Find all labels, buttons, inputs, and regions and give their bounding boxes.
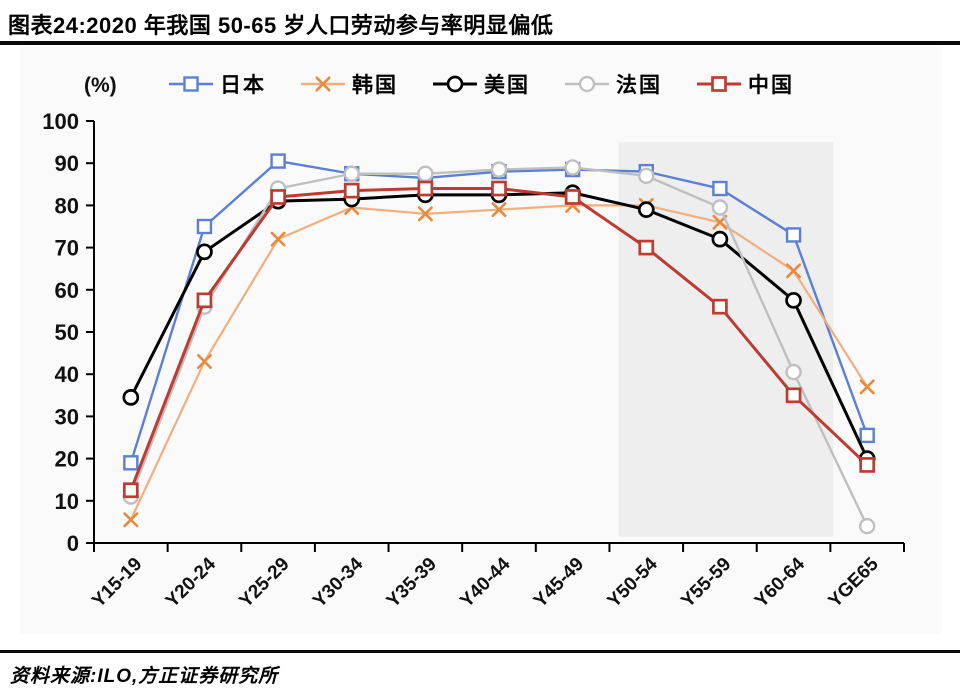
korea-legend-marker-icon (301, 76, 345, 92)
japan-marker-Y25-29 (270, 153, 286, 169)
y-tick-label: 100 (42, 109, 79, 134)
china-marker-Y35-39 (417, 180, 434, 197)
france-marker-Y55-59 (711, 199, 729, 216)
japan-marker-YGE65 (859, 427, 875, 444)
legend-label: 法国 (616, 74, 662, 97)
usa-marker-Y20-24 (196, 243, 213, 261)
x-tick-label: YGE65 (825, 553, 883, 611)
legend-item-china: 中国 (696, 69, 794, 99)
france-marker-Y45-49 (564, 159, 581, 176)
y-tick-label: 50 (55, 320, 79, 345)
x-tick-label: Y40-44 (456, 553, 514, 611)
x-tick-label: Y35-39 (383, 554, 441, 612)
china-marker-Y40-44 (491, 180, 507, 197)
japan-marker-Y15-19 (123, 455, 139, 471)
china-marker-Y30-34 (343, 182, 360, 199)
usa-legend-marker-icon (433, 75, 477, 93)
x-axis-ticks: Y15-19 Y20-24 Y25-29 Y30-34 Y35-39 Y40-44 Y45-… (88, 543, 905, 612)
japan-marker-Y60-64 (785, 227, 802, 243)
france-marker-Y50-54 (638, 167, 655, 185)
footer-divider (0, 650, 960, 653)
usa-marker-Y60-64 (785, 292, 802, 309)
x-tick-label: Y15-19 (88, 554, 146, 612)
korea-marker-Y20-24 (196, 354, 212, 370)
france-marker-YGE65 (858, 517, 876, 535)
china-marker-Y20-24 (196, 292, 213, 309)
korea-marker-Y35-39 (417, 206, 433, 222)
y-tick-label: 80 (55, 193, 79, 218)
legend-label: 美国 (484, 74, 530, 97)
y-tick-label: 20 (55, 447, 79, 472)
legend-label: 韩国 (352, 74, 398, 97)
japan-marker-Y20-24 (196, 218, 213, 235)
y-tick-label: 70 (55, 236, 79, 261)
korea-marker-Y40-44 (491, 202, 507, 218)
japan-marker-Y55-59 (712, 180, 728, 197)
china-marker-YGE65 (859, 457, 876, 473)
usa-marker-Y55-59 (711, 230, 729, 248)
line-chart: 0 10 20 30 40 50 60 70 80 90 100 Y15-19 Y20-24 Y25-29… (42, 109, 905, 612)
usa-marker-Y50-54 (637, 201, 655, 218)
x-tick-label: Y20-24 (162, 553, 220, 611)
series-france (122, 159, 876, 535)
y-tick-label: 10 (55, 489, 79, 514)
figure-title: 图表24:2020 年我国 50-65 岁人口劳动参与率明显偏低 (8, 13, 554, 38)
source-note: 资料来源:ILO,方正证券研究所 (10, 666, 279, 687)
china-marker-Y60-64 (785, 387, 802, 404)
y-axis-unit-label: (%) (84, 74, 117, 97)
x-tick-label: Y60-64 (751, 553, 809, 611)
korea-marker-YGE65 (859, 379, 875, 395)
x-tick-label: Y45-49 (530, 554, 588, 612)
france-marker-Y35-39 (417, 165, 434, 182)
x-tick-label: Y30-34 (309, 553, 367, 611)
china-marker-Y55-59 (712, 298, 728, 315)
china-marker-Y15-19 (122, 482, 139, 499)
korea-marker-Y15-19 (123, 512, 139, 528)
france-marker-Y60-64 (785, 363, 802, 381)
series-china (122, 180, 876, 499)
legend-label: 中国 (748, 74, 794, 97)
france-legend-marker-icon (565, 75, 609, 93)
china-marker-Y50-54 (638, 239, 655, 256)
korea-marker-Y25-29 (270, 231, 286, 247)
china-marker-Y45-49 (564, 189, 581, 205)
chart-legend: 日本 韩国 美国 法国 中国 (168, 69, 794, 99)
title-divider (0, 41, 960, 45)
legend-label: 日本 (220, 74, 266, 97)
y-tick-label: 30 (55, 404, 79, 429)
y-tick-label: 40 (55, 362, 79, 387)
y-axis-ticks: 0 10 20 30 40 50 60 70 80 90 100 (42, 109, 94, 556)
china-legend-marker-icon (697, 76, 741, 92)
legend-item-korea: 韩国 (300, 69, 398, 99)
japan-legend-marker-icon (169, 76, 213, 92)
china-marker-Y25-29 (270, 189, 286, 205)
legend-item-usa: 美国 (432, 69, 530, 99)
france-marker-Y40-44 (490, 161, 508, 178)
y-tick-label: 90 (55, 151, 79, 176)
y-tick-label: 60 (55, 278, 79, 303)
x-tick-label: Y25-29 (235, 554, 293, 612)
x-tick-label: Y55-59 (677, 554, 735, 612)
y-tick-label: 0 (67, 531, 79, 556)
x-tick-label: Y50-54 (604, 553, 662, 611)
legend-item-japan: 日本 (168, 69, 266, 99)
legend-item-france: 法国 (564, 69, 662, 99)
korea-marker-Y60-64 (786, 263, 802, 279)
france-marker-Y30-34 (343, 165, 360, 182)
usa-marker-Y15-19 (122, 389, 140, 406)
